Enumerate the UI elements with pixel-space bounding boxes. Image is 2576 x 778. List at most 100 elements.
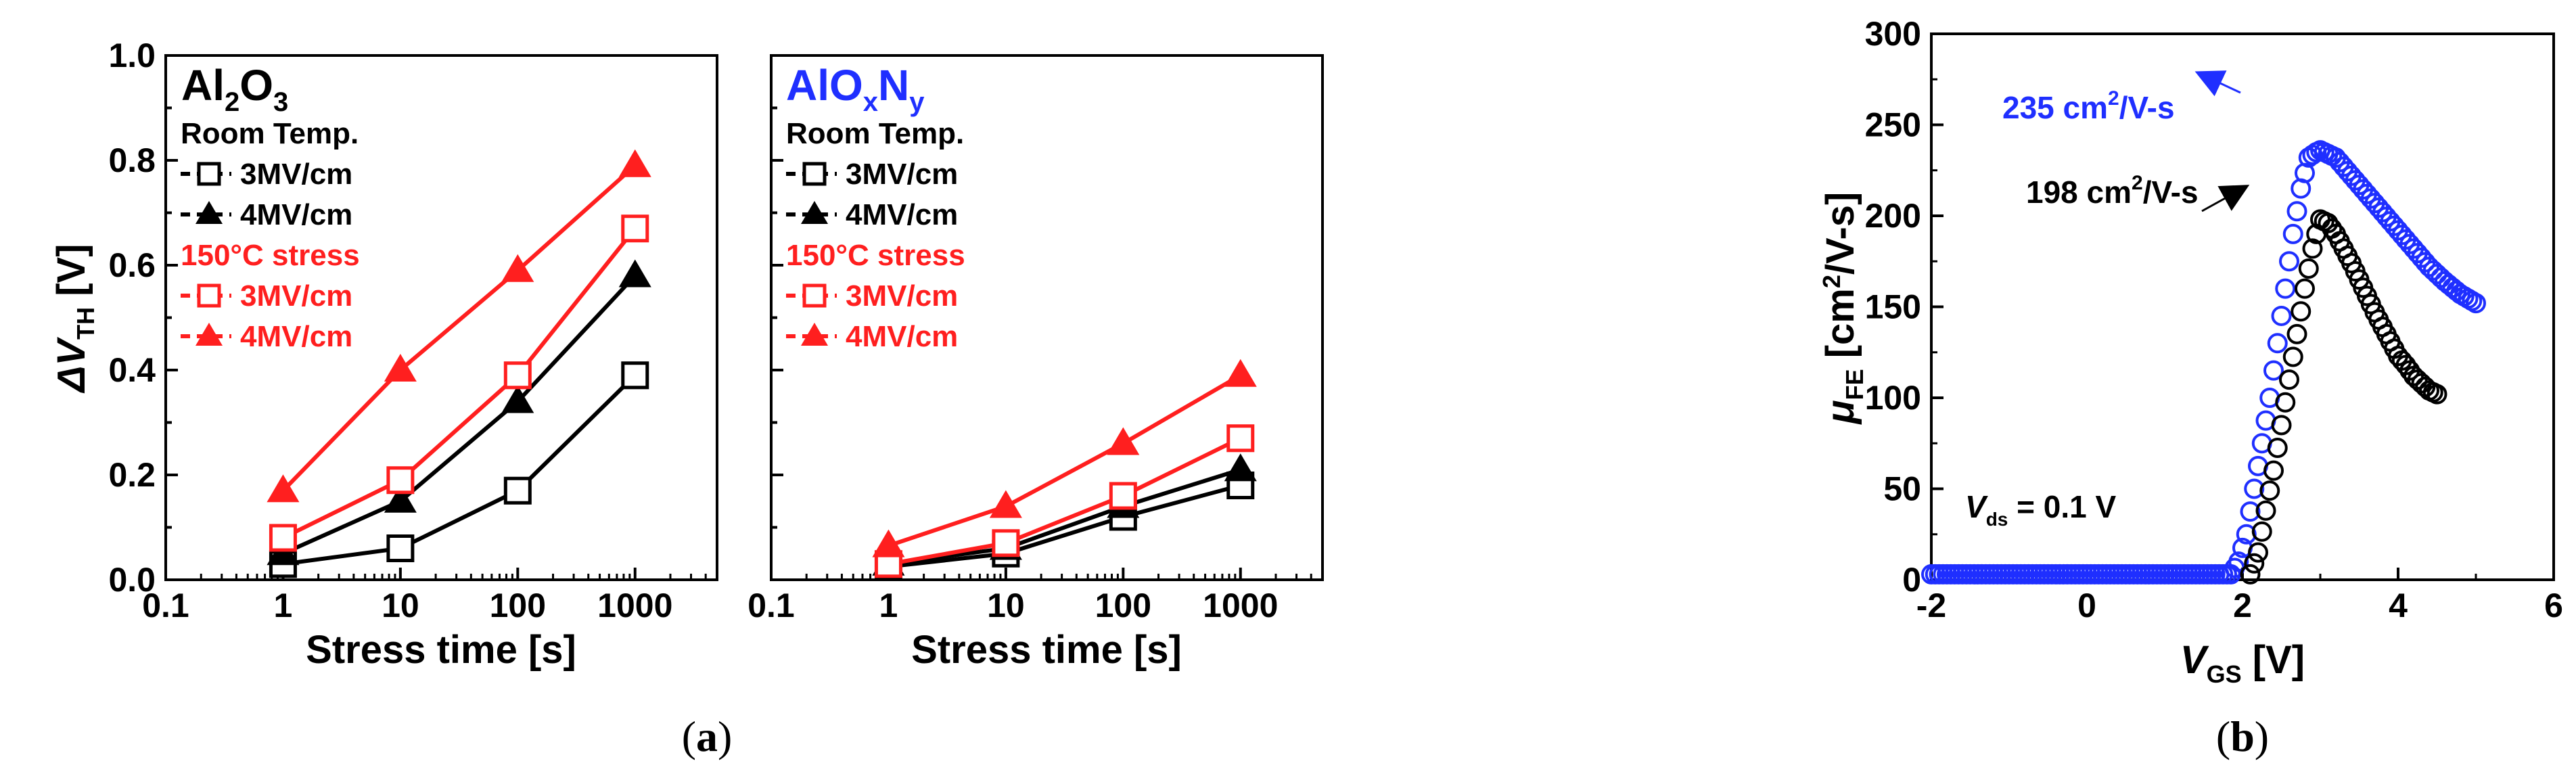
- legend-marker: [196, 323, 223, 346]
- legend-header: Room Temp.: [181, 117, 359, 150]
- data-point: [2236, 524, 2257, 545]
- caption-a: (a): [682, 712, 733, 760]
- legend-label: 4MV/cm: [846, 198, 958, 231]
- data-point: [503, 476, 532, 505]
- x-tick-label: 1: [274, 587, 293, 624]
- data-point: [1107, 427, 1140, 455]
- data-point: [2259, 480, 2280, 501]
- data-point: [386, 466, 415, 495]
- data-point: [2295, 278, 2315, 299]
- legend-marker: [802, 283, 827, 308]
- data-point: [2244, 553, 2265, 574]
- data-point: [2248, 542, 2268, 563]
- data-point: [618, 259, 651, 288]
- x-tick-label: 100: [1095, 587, 1151, 624]
- series-path: [888, 373, 1242, 548]
- series-path: [282, 227, 637, 540]
- annotation-arrow-blue: [2194, 70, 2241, 97]
- x-tick-label: -2: [1916, 587, 1946, 624]
- legend: Room Temp. 3MV/cm 4MV/cm 150°C stress 3MV/cm…: [786, 117, 965, 353]
- series-path: [282, 274, 637, 555]
- series-line: [269, 361, 649, 578]
- y-axis-label: μFE [cm2/V-s]: [1818, 192, 1868, 426]
- x-tick-label: 2: [2233, 587, 2252, 624]
- x-tick-label: 10: [987, 587, 1025, 624]
- y-tick-label: 0.6: [108, 246, 156, 284]
- x-tick-label: 100: [490, 587, 546, 624]
- y-tick-label: 0: [1902, 561, 1921, 599]
- legend-label: 3MV/cm: [846, 279, 958, 313]
- series-path: [888, 467, 1241, 566]
- data-point: [2282, 223, 2303, 244]
- legend-header: 150°C stress: [181, 239, 360, 272]
- y-tick-label: 50: [1883, 470, 1921, 508]
- data-point: [621, 361, 649, 390]
- y-tick-label: 0.0: [108, 561, 156, 599]
- chart-title: Al2O3: [181, 61, 288, 117]
- data-point: [2291, 301, 2312, 322]
- x-tick-label: 0.1: [748, 587, 795, 624]
- legend-marker: [197, 283, 221, 308]
- data-point: [2302, 238, 2323, 259]
- legend-label: 4MV/cm: [846, 320, 958, 353]
- data-point: [2240, 564, 2261, 585]
- x-tick-label: 0.1: [142, 587, 189, 624]
- x-axis-label: VGS [V]: [2180, 638, 2305, 688]
- legend: Room Temp. 3MV/cm 4MV/cm 150°C stress 3MV/cm…: [181, 117, 360, 353]
- x-tick-label: 10: [382, 587, 419, 624]
- series-path: [888, 436, 1242, 566]
- y-tick-label: 150: [1865, 288, 1921, 326]
- legend-label: 3MV/cm: [846, 158, 958, 191]
- data-point: [2271, 305, 2292, 326]
- data-point: [989, 490, 1022, 518]
- data-point: [2275, 392, 2296, 413]
- y-tick-label: 1.0: [108, 37, 156, 74]
- data-point: [621, 214, 649, 243]
- data-point: [2263, 360, 2284, 381]
- data-point: [2228, 551, 2249, 572]
- series-line: [269, 214, 649, 552]
- legend-label: 3MV/cm: [240, 158, 352, 191]
- data-point: [2466, 293, 2486, 314]
- chart-title: AlOxNy: [786, 61, 925, 117]
- data-point: [384, 354, 417, 382]
- legend-marker: [801, 201, 828, 224]
- x-tick-label: 1: [879, 587, 898, 624]
- data-point: [501, 254, 534, 282]
- data-point: [2286, 323, 2307, 344]
- y-tick-label: 200: [1865, 197, 1921, 235]
- x-axis-label: Stress time [s]: [911, 628, 1182, 672]
- data-point: [2279, 369, 2299, 390]
- annotation-peak-black: 198 cm2/V-s: [2026, 172, 2199, 210]
- y-tick-label: 0.8: [108, 141, 156, 179]
- y-tick-label: 100: [1865, 379, 1921, 417]
- y-tick-label: 0.4: [108, 351, 156, 389]
- data-point: [1109, 482, 1137, 510]
- legend-marker: [802, 162, 827, 186]
- data-point: [2240, 501, 2261, 522]
- series-line: [267, 259, 651, 566]
- data-point: [2255, 500, 2276, 521]
- legend-marker: [801, 323, 828, 346]
- data-point: [501, 385, 534, 413]
- x-tick-label: 4: [2389, 587, 2408, 624]
- y-tick-label: 300: [1865, 15, 1921, 53]
- x-axis-label: Stress time [s]: [306, 628, 576, 672]
- legend-marker: [196, 201, 223, 224]
- data-point: [2244, 478, 2265, 499]
- annotation-vds: Vds = 0.1 V: [1965, 489, 2117, 530]
- data-point: [1224, 453, 1257, 482]
- series-line: [874, 424, 1255, 578]
- chart-aloxny: 0.1 1 10 100 1000 AlOxNy Room Temp. 3MV/cm 4MV…: [748, 54, 1324, 672]
- data-point: [2279, 251, 2299, 272]
- x-tick-label: 1000: [597, 587, 672, 624]
- data-point: [2426, 384, 2447, 405]
- legend-label: 4MV/cm: [240, 198, 352, 231]
- legend-marker: [197, 162, 221, 186]
- legend-header: 150°C stress: [786, 239, 965, 272]
- data-point: [2286, 201, 2307, 222]
- data-point: [2251, 521, 2272, 542]
- x-tick-label: 1000: [1203, 587, 1278, 624]
- data-point: [2263, 460, 2284, 481]
